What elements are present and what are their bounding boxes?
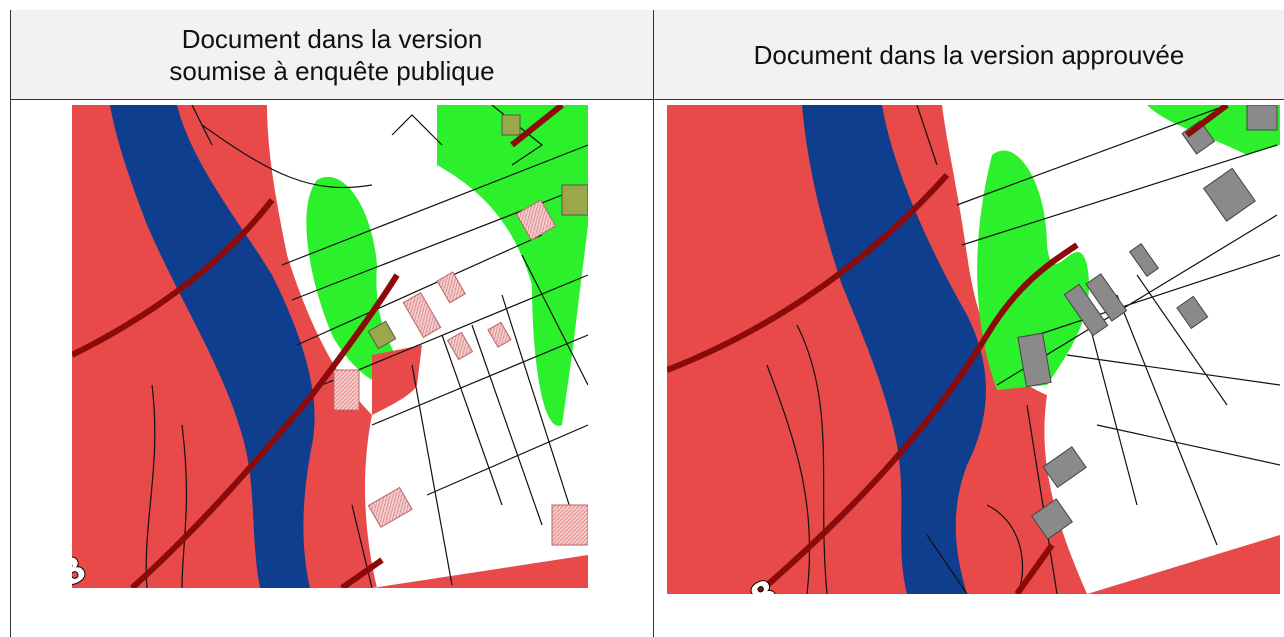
- header-cell: Document dans la version approuvée: [654, 10, 1284, 100]
- column-divider: [653, 10, 654, 637]
- map-before: 46,8: [72, 105, 588, 588]
- header-cell: Document dans la version soumise à enquê…: [11, 10, 653, 100]
- map-after: 46,8: [667, 105, 1280, 594]
